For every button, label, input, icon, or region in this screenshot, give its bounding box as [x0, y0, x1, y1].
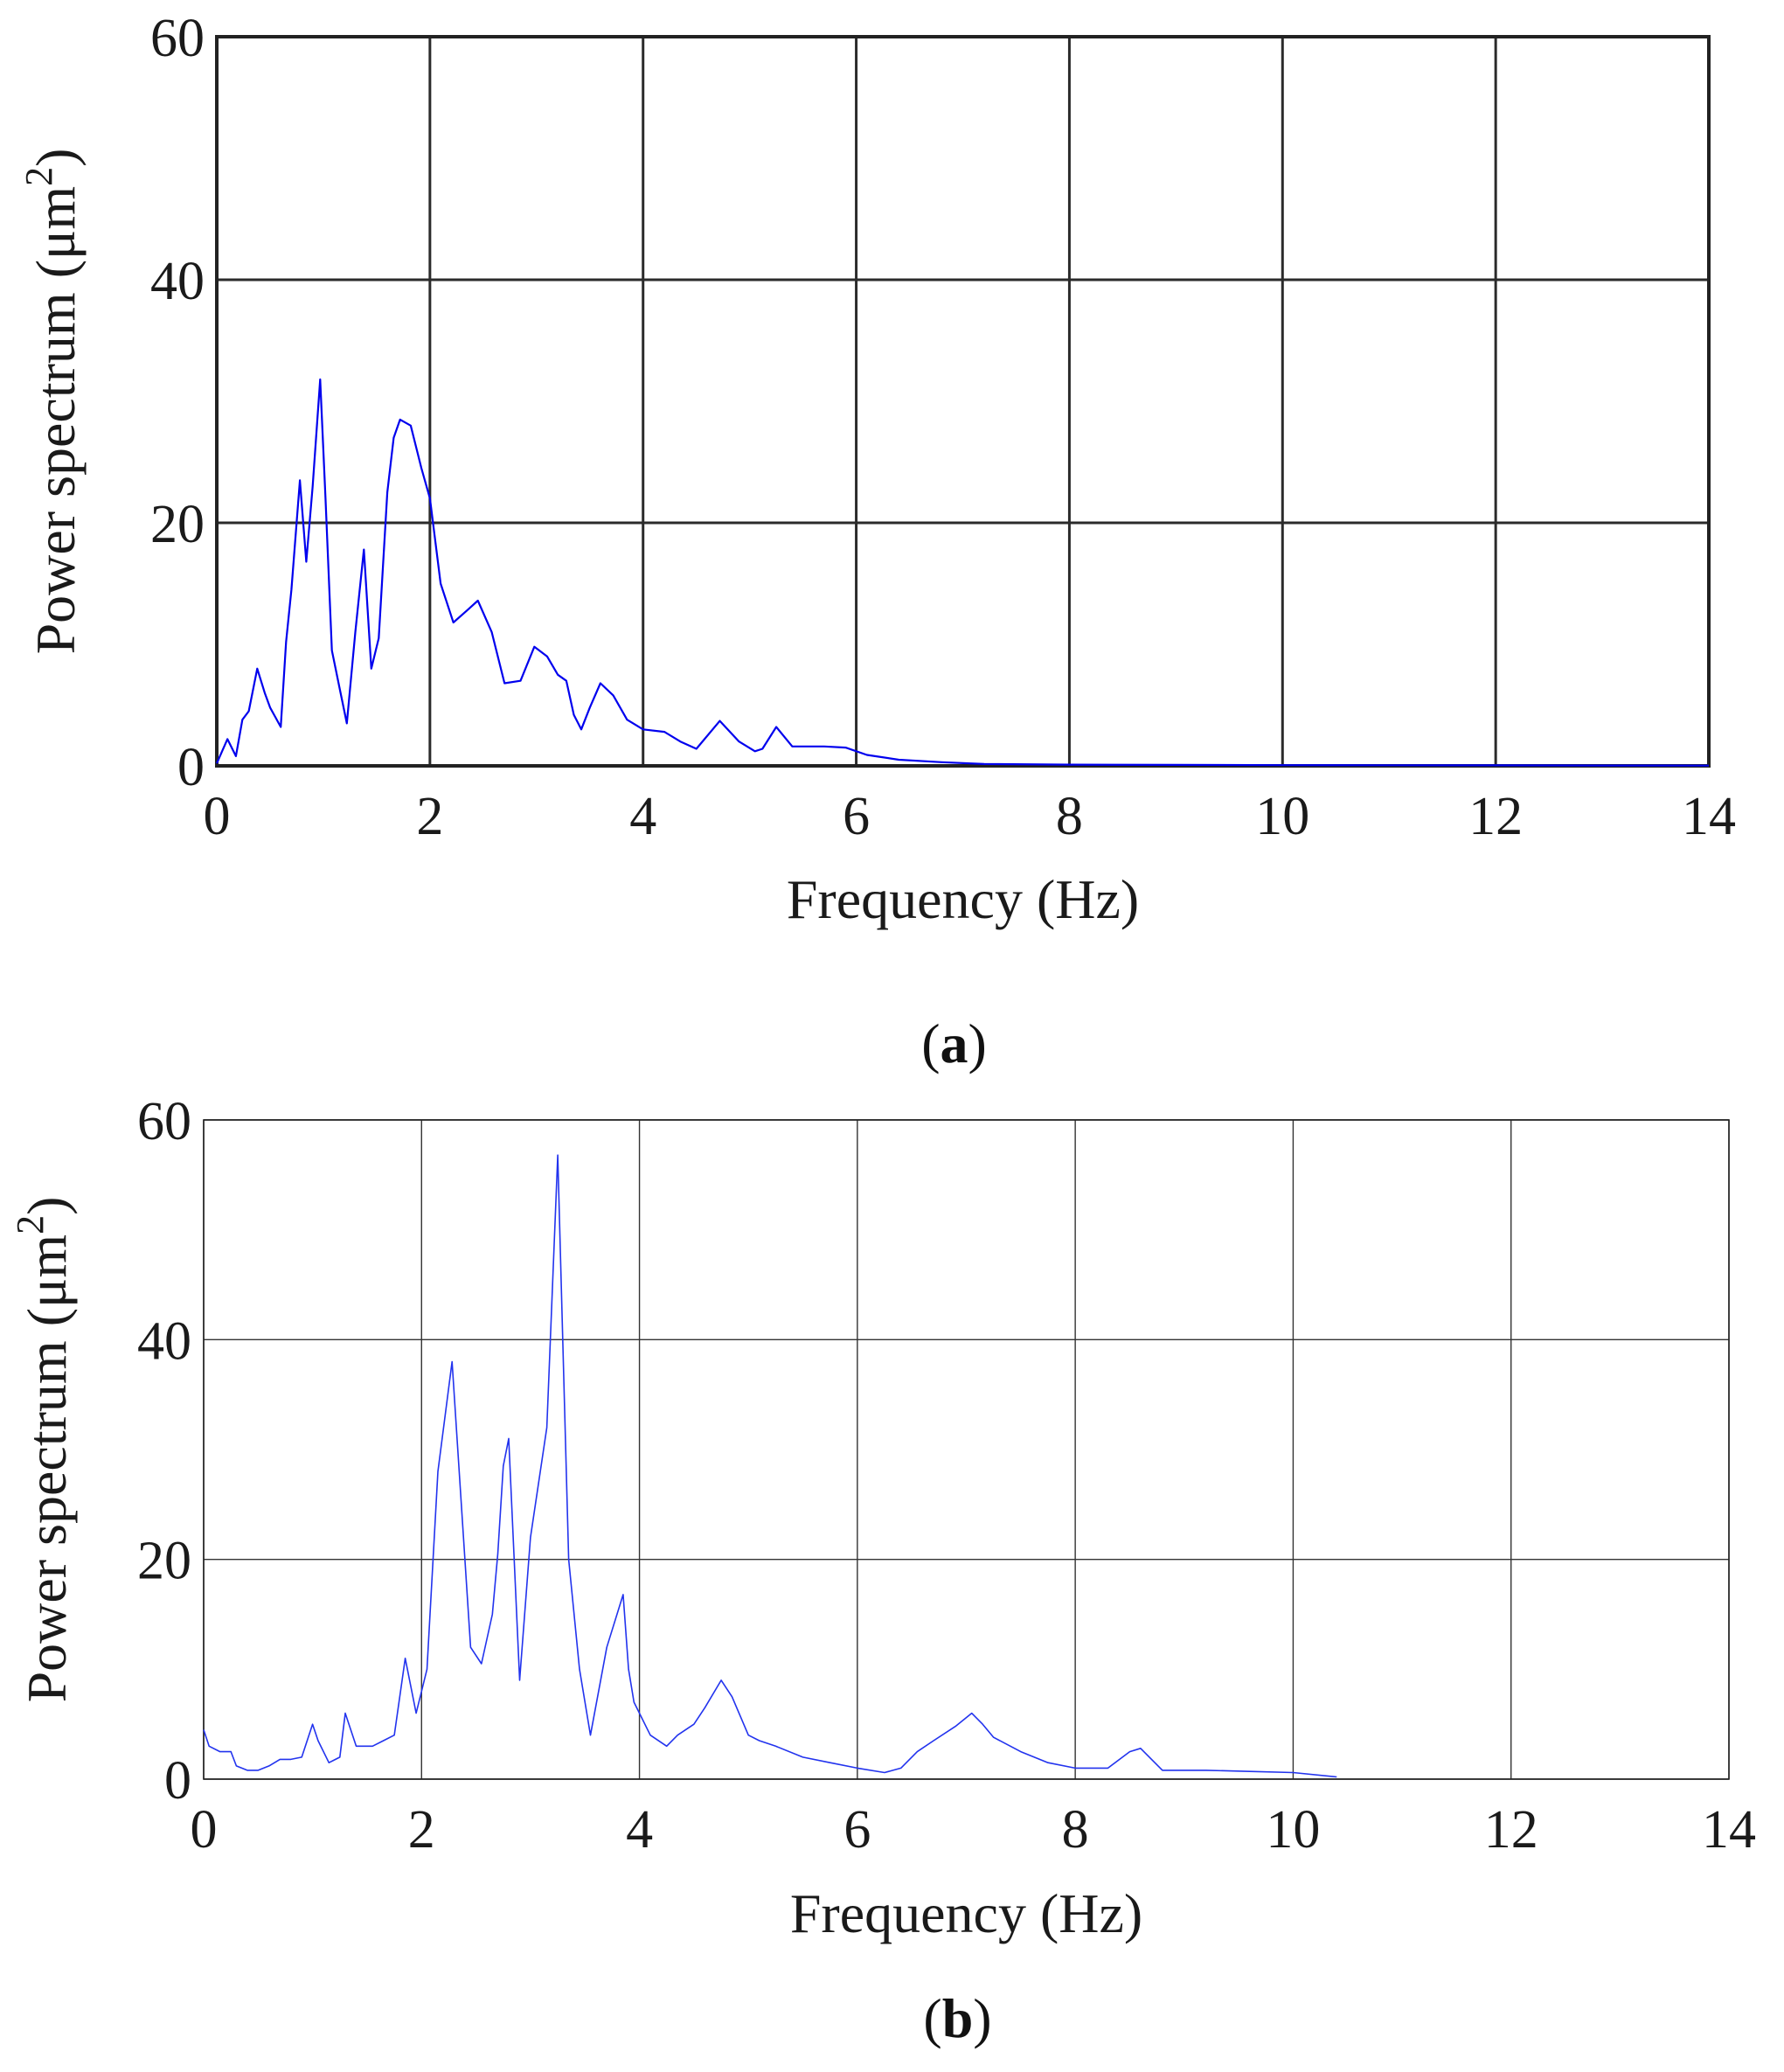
- x-tick-label: 10: [1255, 787, 1309, 846]
- panel-label-open: (: [921, 1012, 940, 1074]
- x-tick-label: 14: [1702, 1800, 1756, 1860]
- x-tick-label: 8: [1062, 1800, 1089, 1860]
- x-tick-label: 6: [843, 1800, 871, 1860]
- series-line: [203, 1154, 1337, 1778]
- plot-frame: [215, 35, 1711, 768]
- y-axis-label-superscript: 2: [17, 167, 60, 186]
- x-tick-label: 12: [1484, 1800, 1538, 1860]
- y-axis-label-main: Power spectrum (μm: [24, 186, 87, 655]
- y-axis-label: Power spectrum (μm2): [9, 1197, 78, 1703]
- y-tick-label: 40: [150, 252, 205, 311]
- series-line: [215, 378, 1710, 767]
- panel-label-letter: b: [942, 1987, 974, 2049]
- panel-label: (b): [923, 1987, 991, 2049]
- x-tick-label: 8: [1056, 787, 1083, 846]
- y-tick-label: 60: [150, 9, 205, 68]
- x-tick-label: 0: [204, 787, 231, 846]
- x-tick-label: 4: [629, 787, 656, 846]
- x-tick-label: 14: [1682, 787, 1736, 846]
- y-axis-label-close: ): [16, 1197, 78, 1215]
- y-tick-label: 20: [150, 495, 205, 554]
- y-axis-label-main: Power spectrum (μm: [16, 1234, 78, 1703]
- x-tick-label: 12: [1468, 787, 1523, 846]
- y-tick-label: 0: [164, 1751, 191, 1811]
- x-axis-label: Frequency (Hz): [790, 1882, 1142, 1944]
- x-tick-label: 2: [416, 787, 443, 846]
- chart-panel-b: 0 2 4 6 8 10 12 14 0 20 40 60 Frequency (Hz) Power sp…: [9, 1092, 1756, 2049]
- y-axis-label-close: ): [24, 149, 87, 167]
- panel-label-close: ): [968, 1012, 987, 1074]
- x-tick-label: 0: [191, 1800, 218, 1860]
- y-tick-label: 40: [137, 1311, 191, 1371]
- panel-label-open: (: [923, 1987, 941, 2049]
- panel-label-letter: a: [941, 1012, 968, 1074]
- y-tick-label: 20: [137, 1532, 191, 1591]
- x-tick-label: 2: [408, 1800, 435, 1860]
- y-tick-label: 60: [137, 1092, 191, 1151]
- panel-label-close: ): [973, 1987, 991, 2049]
- plot-frame: [203, 1119, 1730, 1780]
- x-axis-label: Frequency (Hz): [787, 868, 1139, 930]
- x-tick-label: 4: [626, 1800, 653, 1860]
- y-axis-label: Power spectrum (μm2): [17, 149, 87, 655]
- x-tick-label: 6: [843, 787, 870, 846]
- chart-panel-a: 0 2 4 6 8 10 12 14 0 20 40 60 Frequency (Hz) Power sp…: [17, 9, 1736, 1074]
- y-tick-label: 0: [177, 738, 205, 797]
- y-axis-label-superscript: 2: [9, 1215, 52, 1234]
- panel-label: (a): [921, 1012, 987, 1074]
- x-tick-label: 10: [1266, 1800, 1320, 1860]
